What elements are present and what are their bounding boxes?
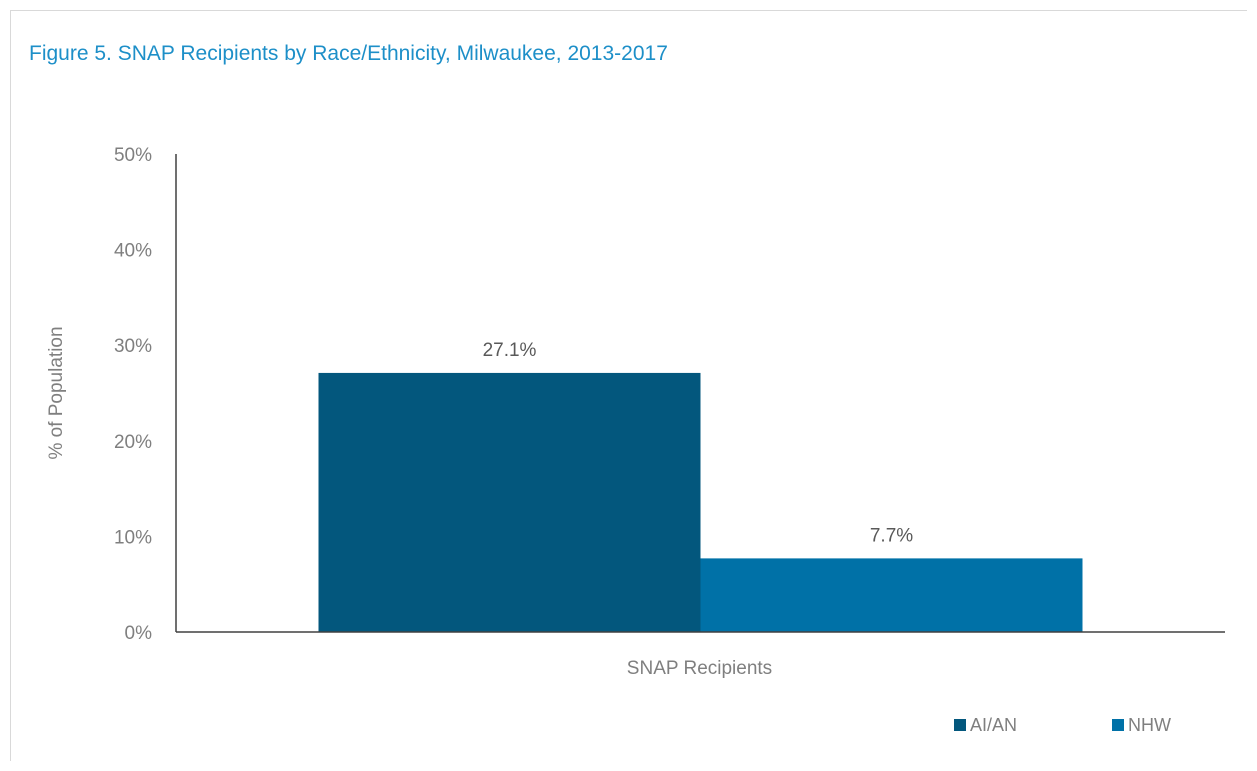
y-tick-label: 50% [114, 145, 152, 166]
legend-label: AI/AN [970, 715, 1017, 735]
bar-ai-an [319, 373, 701, 632]
data-label: 27.1% [483, 340, 537, 361]
y-tick-label: 10% [114, 527, 152, 548]
legend: AI/AN NHW [954, 715, 1171, 735]
x-axis-ticks: SNAP Recipients [627, 658, 772, 679]
legend-swatch [1112, 719, 1124, 731]
legend-label: NHW [1128, 715, 1171, 735]
y-tick-label: 40% [114, 241, 152, 262]
bars: 27.1% 7.7% [319, 340, 1083, 632]
bar-nhw [701, 558, 1083, 632]
y-tick-label: 0% [125, 623, 153, 644]
y-axis-ticks: 0% 10% 20% 30% 40% 50% [114, 145, 152, 644]
y-tick-label: 30% [114, 336, 152, 357]
legend-swatch [954, 719, 966, 731]
y-axis-label: % of Population [46, 326, 67, 459]
x-tick-label: SNAP Recipients [627, 658, 772, 679]
data-label: 7.7% [870, 525, 913, 546]
y-tick-label: 20% [114, 432, 152, 453]
